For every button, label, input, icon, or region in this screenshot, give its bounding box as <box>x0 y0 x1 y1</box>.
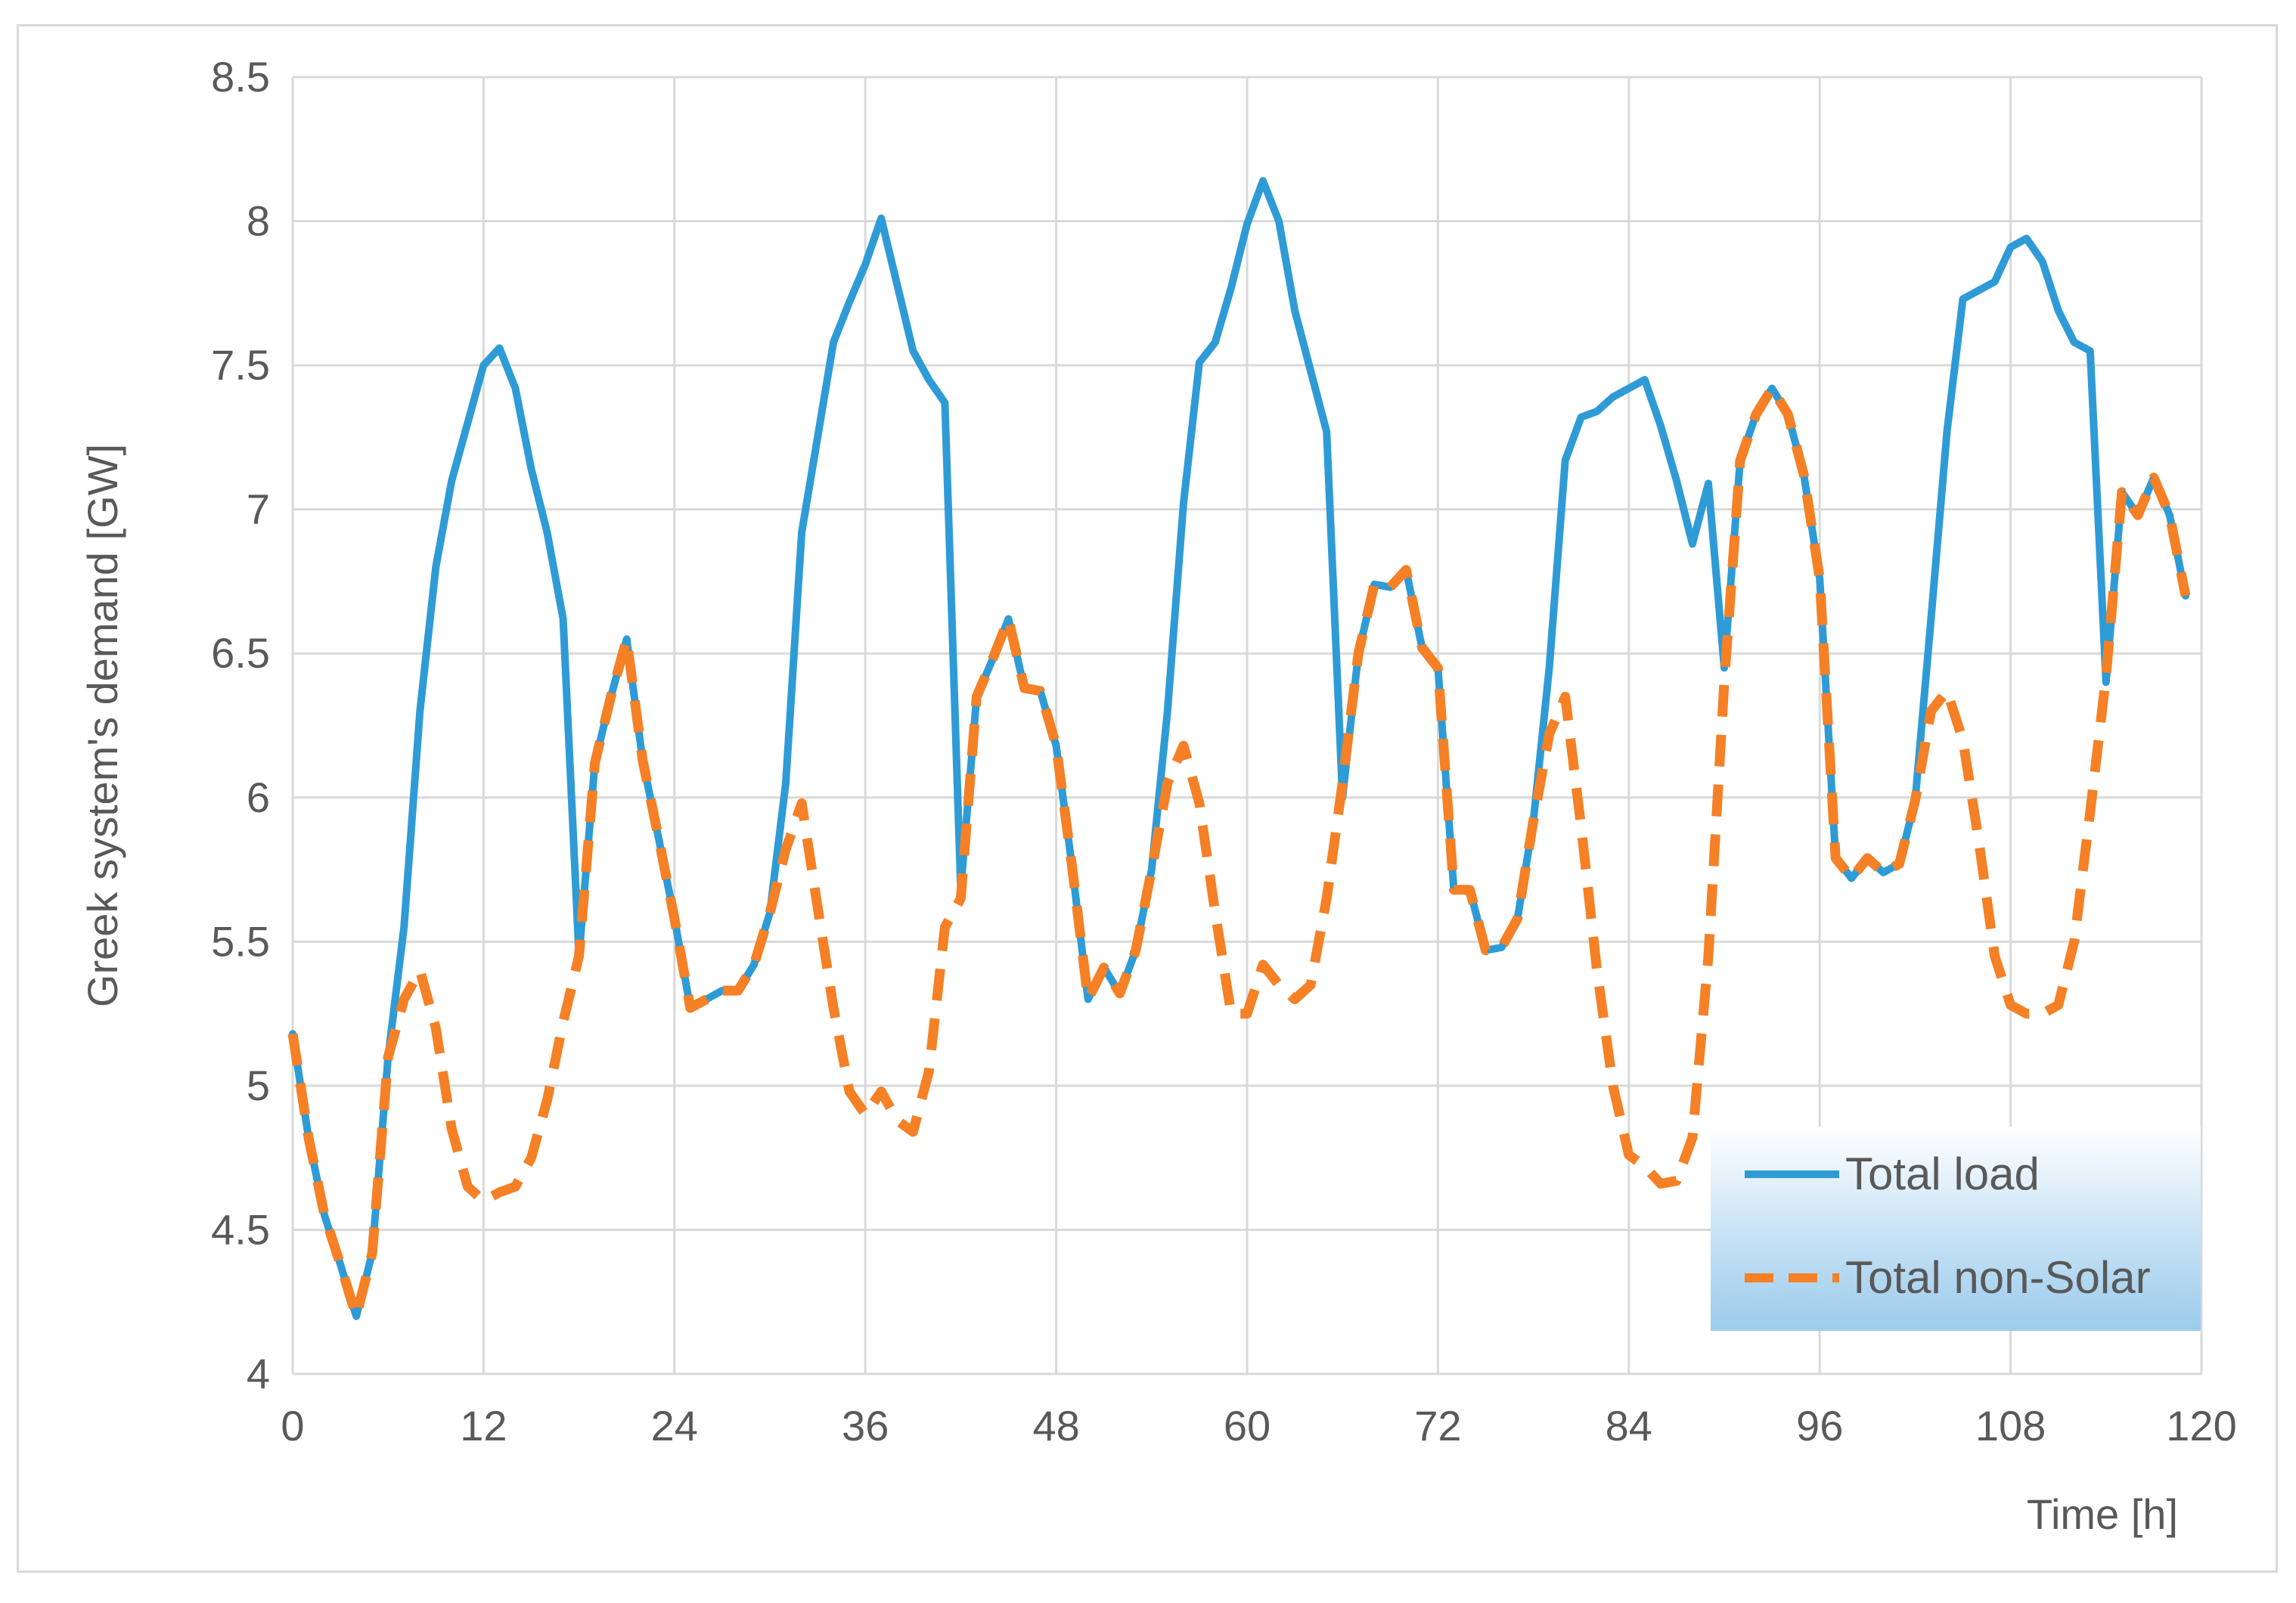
y-tick-label: 5.5 <box>211 917 270 965</box>
x-tick-label: 48 <box>1032 1402 1079 1450</box>
x-axis-title: Time [h] <box>2027 1490 2178 1538</box>
y-tick-label: 4.5 <box>211 1205 270 1253</box>
y-tick-label: 6 <box>247 774 270 821</box>
y-tick-label: 7.5 <box>211 341 270 389</box>
legend-label-total-non-solar: Total non-Solar <box>1845 1252 2151 1303</box>
tick-labels: 4 4.5 5 5.5 6 6.5 7 7.5 8 8.5 0 12 24 36 48 60 72 84 96 108… <box>211 53 2237 1450</box>
y-tick-label: 8.5 <box>211 53 270 101</box>
legend-label-total-load: Total load <box>1845 1149 2040 1199</box>
legend-box <box>1711 1127 2201 1331</box>
x-tick-label: 84 <box>1606 1402 1652 1450</box>
x-tick-label: 0 <box>281 1402 304 1450</box>
gridlines <box>291 76 2203 1375</box>
y-tick-label: 4 <box>247 1350 270 1397</box>
y-tick-label: 8 <box>247 197 270 245</box>
x-tick-label: 12 <box>460 1402 507 1450</box>
series-lines <box>287 177 2191 1322</box>
x-tick-label: 108 <box>1975 1402 2046 1450</box>
x-tick-label: 72 <box>1414 1402 1461 1450</box>
y-tick-label: 6.5 <box>211 629 270 677</box>
x-tick-label: 96 <box>1796 1402 1843 1450</box>
legend: Total load Total non-Solar <box>1711 1127 2201 1331</box>
series-line-total-non-solar <box>287 383 2191 1322</box>
x-tick-label: 60 <box>1224 1402 1271 1450</box>
x-tick-label: 36 <box>842 1402 889 1450</box>
x-tick-label: 120 <box>2166 1402 2236 1450</box>
y-axis-title: Greek system's demand [GW] <box>79 444 126 1007</box>
y-tick-label: 7 <box>247 485 270 533</box>
y-tick-label: 5 <box>247 1062 270 1109</box>
x-tick-label: 24 <box>651 1402 698 1450</box>
